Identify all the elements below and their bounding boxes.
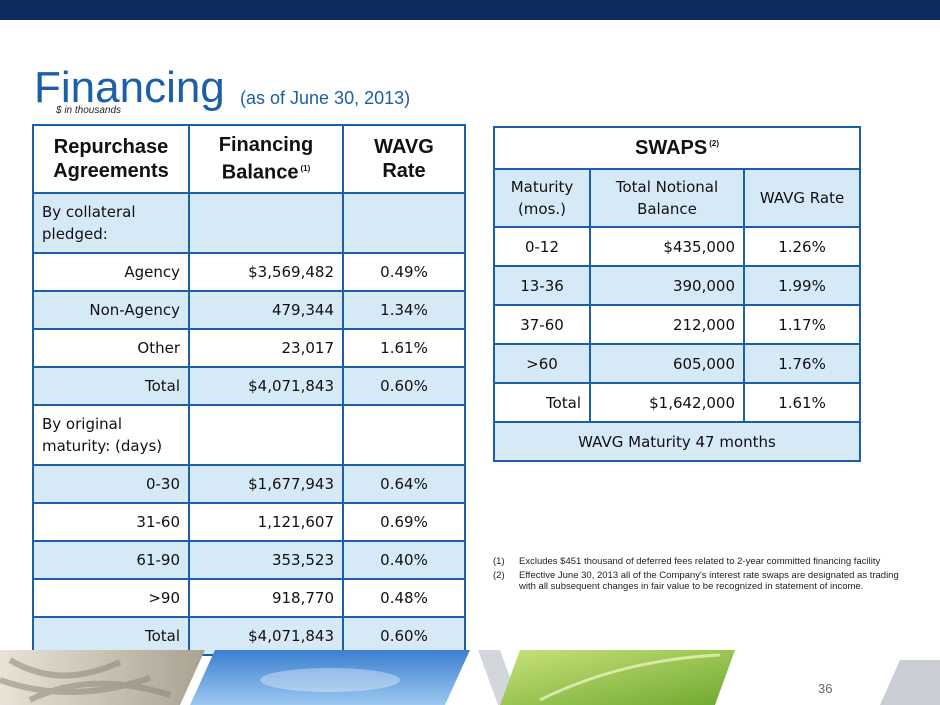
row-rate: 1.17% xyxy=(742,304,862,345)
row-maturity: Total xyxy=(493,382,591,423)
table-row: WAVG Maturity 47 months xyxy=(492,421,862,462)
table-row: 13-36 390,000 1.99% xyxy=(493,265,862,306)
table-row: Total $1,642,000 1.61% xyxy=(493,382,862,423)
row-balance: 23,017 xyxy=(188,328,344,368)
row-label: Other xyxy=(32,328,190,368)
header-swap-wavg-rate: WAVG Rate xyxy=(742,168,862,228)
row-rate: 1.34% xyxy=(342,290,466,330)
row-balance: 390,000 xyxy=(589,265,745,306)
row-rate: 0.69% xyxy=(342,502,466,542)
page-title: Financing xyxy=(34,63,225,112)
row-label: Agency xyxy=(32,252,190,292)
section-row: By collateral pledged: xyxy=(32,192,466,254)
footnote-marker: (2) xyxy=(709,138,720,148)
row-rate: 1.99% xyxy=(742,265,862,306)
header-wavg-rate: WAVG Rate xyxy=(342,124,466,194)
table-row: >90 918,770 0.48% xyxy=(32,578,466,618)
table-row: 37-60 212,000 1.17% xyxy=(493,304,862,345)
row-maturity: 13-36 xyxy=(493,265,591,306)
row-balance: 212,000 xyxy=(589,304,745,345)
row-balance: 1,121,607 xyxy=(188,502,344,542)
page-subtitle: (as of June 30, 2013) xyxy=(240,88,411,108)
row-rate: 1.76% xyxy=(742,343,862,384)
row-balance: $4,071,843 xyxy=(188,366,344,406)
page-number: 36 xyxy=(818,681,833,696)
table-row: Agency $3,569,482 0.49% xyxy=(32,252,466,292)
top-banner xyxy=(0,0,940,20)
table-row: Non-Agency 479,344 1.34% xyxy=(32,290,466,330)
row-balance: $435,000 xyxy=(589,226,745,267)
repurchase-agreements-table: Repurchase Agreements Financing Balance(… xyxy=(32,124,466,656)
table-row: 61-90 353,523 0.40% xyxy=(32,540,466,580)
row-balance: 479,344 xyxy=(188,290,344,330)
sky-image xyxy=(190,650,470,705)
row-balance: $3,569,482 xyxy=(188,252,344,292)
row-balance: $1,677,943 xyxy=(188,464,344,504)
footnotes: (1) Excludes $451 thousand of deferred f… xyxy=(493,556,913,595)
row-balance: 918,770 xyxy=(188,578,344,618)
swaps-table: SWAPS (2) Maturity (mos.) Total Notional … xyxy=(492,126,862,462)
row-label: 31-60 xyxy=(32,502,190,542)
row-label: 61-90 xyxy=(32,540,190,580)
header-financing-balance: Financing Balance (1) xyxy=(188,124,344,194)
gray-accent-shape xyxy=(880,660,940,705)
row-label: Total xyxy=(32,616,190,656)
row-maturity: 37-60 xyxy=(493,304,591,345)
table-row: Other 23,017 1.61% xyxy=(32,328,466,368)
row-balance: $1,642,000 xyxy=(589,382,745,423)
swaps-wavg-maturity: WAVG Maturity 47 months xyxy=(492,421,862,462)
leaf-image xyxy=(500,650,735,705)
row-maturity: 0-12 xyxy=(493,226,591,267)
header-repurchase-agreements: Repurchase Agreements xyxy=(32,124,190,194)
units-note: $ in thousands xyxy=(56,105,122,116)
table-row: 31-60 1,121,607 0.69% xyxy=(32,502,466,542)
row-balance: 605,000 xyxy=(589,343,745,384)
footnote-number: (2) xyxy=(493,570,505,581)
table-row: 0-30 $1,677,943 0.64% xyxy=(32,464,466,504)
section-label: By original maturity: (days) xyxy=(32,404,190,466)
section-row: By original maturity: (days) xyxy=(32,404,466,466)
row-rate: 1.61% xyxy=(342,328,466,368)
row-rate: 0.48% xyxy=(342,578,466,618)
footnote-number: (1) xyxy=(493,556,505,567)
row-balance: 353,523 xyxy=(188,540,344,580)
row-label: 0-30 xyxy=(32,464,190,504)
header-notional-balance: Total Notional Balance xyxy=(589,168,745,228)
footnote-marker: (1) xyxy=(300,164,311,174)
row-rate: 1.26% xyxy=(742,226,862,267)
footnote: (2) Effective June 30, 2013 all of the C… xyxy=(493,570,913,592)
row-label: Total xyxy=(32,366,190,406)
row-rate: 1.61% xyxy=(742,382,862,423)
row-maturity: >60 xyxy=(493,343,591,384)
row-rate: 0.64% xyxy=(342,464,466,504)
table-row: Total $4,071,843 0.60% xyxy=(32,366,466,406)
row-label: >90 xyxy=(32,578,190,618)
table-row: Total $4,071,843 0.60% xyxy=(32,616,466,656)
footnote-text: Excludes $451 thousand of deferred fees … xyxy=(519,556,881,567)
decorative-footer-images xyxy=(0,650,940,705)
row-rate: 0.60% xyxy=(342,366,466,406)
footnote-text: Effective June 30, 2013 all of the Compa… xyxy=(519,570,899,592)
header-maturity: Maturity (mos.) xyxy=(493,168,591,228)
section-label: By collateral pledged: xyxy=(32,192,190,254)
row-rate: 0.49% xyxy=(342,252,466,292)
row-rate: 0.40% xyxy=(342,540,466,580)
table-row: 0-12 $435,000 1.26% xyxy=(493,226,862,267)
table-row: >60 605,000 1.76% xyxy=(493,343,862,384)
row-label: Non-Agency xyxy=(32,290,190,330)
footnote: (1) Excludes $451 thousand of deferred f… xyxy=(493,556,913,567)
swaps-title: SWAPS (2) xyxy=(492,126,862,170)
